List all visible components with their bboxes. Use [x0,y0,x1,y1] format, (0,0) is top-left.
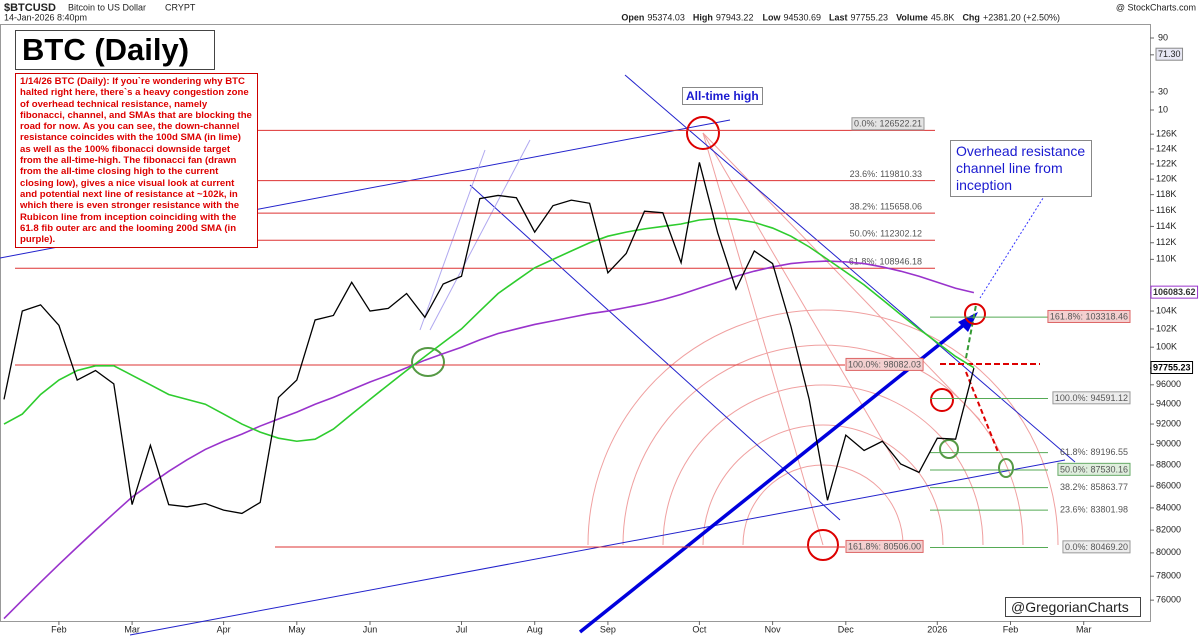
y-tick-label: 104K [1156,305,1177,315]
fib-ext-label: 161.8%: 103318.46 [1050,311,1128,321]
y-tick-label: 94000 [1156,399,1181,409]
y-tick-label: 84000 [1156,502,1181,512]
label-box [1150,361,1194,375]
y-tick-label: 114K [1156,221,1176,231]
fib-label: 50.0%: 112302.12 [850,229,922,239]
fib-label: 61.8%: 108946.18 [849,257,922,267]
price-line [3,162,975,515]
exchange: CRYPT [165,2,196,12]
label-box [1052,391,1131,405]
price-label: 106083.62 [1153,287,1196,297]
fib-label: 0.0%: 126522.21 [854,119,922,129]
quote-label: Volume [896,12,928,22]
quote-label: Chg [962,12,980,22]
markers [411,116,1040,561]
fib-ext-label: 100.0%: 94591.12 [1055,393,1128,403]
x-tick-label: Oct [692,624,707,634]
quote-value: +2381.20 (+2.50%) [983,12,1060,22]
y-tick-label: 80000 [1156,547,1181,557]
label-box [1062,540,1131,554]
symbol: $BTCUSD [4,2,56,14]
indicator-tick-label: 30 [1158,86,1168,96]
y-tick-label: 96000 [1156,379,1181,389]
price-label: 97755.23 [1153,363,1191,373]
x-tick-label: Mar [1076,624,1092,634]
y-tick-label: 82000 [1156,524,1181,534]
x-tick-label: Dec [838,624,855,634]
y-tick-label: 126K [1156,129,1177,139]
watermark: @GregorianCharts [1005,597,1141,617]
indicator-tick-label: 71.30 [1158,49,1181,59]
fib-label: 23.6%: 119810.33 [850,169,922,179]
label-box [1057,462,1131,476]
label-box [1047,309,1131,323]
label-box [1150,285,1199,299]
fib-label: 161.8%: 80506.00 [848,541,921,551]
indicator-tick-label: 90 [1158,32,1168,42]
y-tick-label: 124K [1156,143,1177,153]
annotation: Overhead resistance channel line from in… [950,140,1092,197]
timestamp: 14-Jan-2026 8:40pm [4,12,87,22]
indicator-tick-label: 10 [1158,104,1168,114]
x-tick-label: 2026 [927,624,947,634]
chart-title: BTC (Daily) [15,30,215,70]
fib-ext-label: 50.0%: 87530.16 [1060,464,1128,474]
label-box [1155,47,1184,61]
y-tick-label: 92000 [1156,418,1181,428]
plot-frame [0,24,1151,622]
y-tick-label: 116K [1156,205,1176,215]
y-tick-label: 90000 [1156,439,1181,449]
y-tick-label: 110K [1156,254,1176,264]
x-tick-label: Sep [600,624,616,634]
y-tick-label: 78000 [1156,571,1181,581]
quote-value: 97943.22 [716,12,754,22]
annotation: All-time high [682,87,763,105]
x-tick-label: Jun [363,624,378,634]
description: Bitcoin to US Dollar [68,2,146,12]
quote-label: High [693,12,713,22]
commentary: 1/14/26 BTC (Daily): If you`re wondering… [15,73,258,249]
fib-ext-label: 0.0%: 80469.20 [1065,542,1128,552]
quote-value: 45.8K [931,12,955,22]
x-tick-label: May [288,624,306,634]
x-tick-label: Feb [51,624,67,634]
y-tick-label: 122K [1156,158,1177,168]
fib-ext-label: 23.6%: 83801.98 [1060,504,1128,514]
x-tick-label: Jul [456,624,468,634]
quote-label: Low [762,12,781,22]
source: @ StockCharts.com [1116,2,1196,12]
x-tick-label: Feb [1003,624,1019,634]
fib-label: 100.0%: 98082.03 [848,359,921,369]
sma-line [3,217,975,443]
x-tick-label: Apr [217,624,231,634]
quote-value: 95374.03 [647,12,685,22]
quote-value: 97755.23 [851,12,889,22]
y-tick-label: 86000 [1156,481,1181,491]
quote-label: Last [829,12,848,22]
y-tick-label: 118K [1156,189,1176,199]
y-tick-label: 88000 [1156,459,1181,469]
label-box [845,539,924,553]
y-tick-label: 100K [1156,342,1177,352]
label-box [845,357,924,371]
x-tick-label: Aug [527,624,543,634]
fib-ext-label: 61.8%: 89196.55 [1060,447,1128,457]
y-tick-label: 76000 [1156,595,1181,605]
sma-line [3,260,975,620]
fib-label: 38.2%: 115658.06 [850,201,922,211]
fib-ext-label: 38.2%: 85863.77 [1060,482,1128,492]
y-tick-label: 120K [1156,174,1177,184]
label-box [851,117,925,131]
y-tick-label: 112K [1156,237,1176,247]
quote-value: 94530.69 [783,12,821,22]
y-tick-label: 102K [1156,323,1177,333]
quote-label: Open [621,12,644,22]
x-tick-label: Mar [124,624,140,634]
x-tick-label: Nov [765,624,782,634]
